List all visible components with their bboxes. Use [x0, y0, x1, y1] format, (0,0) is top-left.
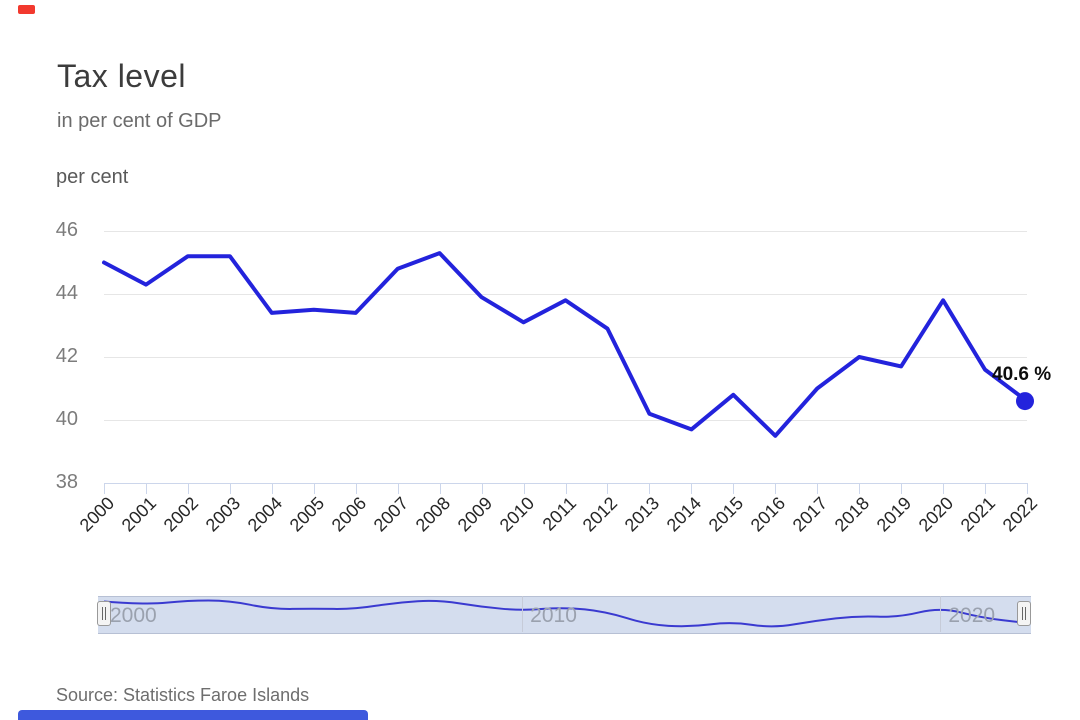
chart-subtitle: in per cent of GDP — [57, 110, 222, 132]
y-tick-label: 38 — [55, 471, 78, 493]
y-tick-label: 44 — [55, 282, 78, 304]
y-tick-label: 46 — [55, 219, 78, 241]
x-tick — [187, 483, 189, 494]
x-tick — [229, 483, 231, 494]
x-tick — [817, 483, 819, 494]
y-tick-label: 40 — [55, 408, 78, 430]
x-tick — [901, 483, 903, 494]
x-tick — [271, 483, 273, 494]
y-axis-title: per cent — [56, 166, 129, 188]
y-gridline — [104, 420, 1027, 421]
x-tick — [1027, 483, 1028, 494]
x-tick — [565, 483, 567, 494]
x-tick — [859, 483, 861, 494]
navigator-axis-label: 2020 — [948, 604, 996, 627]
x-tick — [943, 483, 945, 494]
x-tick — [481, 483, 483, 494]
y-gridline — [104, 231, 1027, 232]
x-tick — [523, 483, 525, 494]
last-point-label: 40.6 % — [992, 364, 1052, 385]
bottom-blue-bar — [18, 710, 368, 720]
series-line — [102, 251, 1029, 438]
last-point-marker[interactable] — [1016, 392, 1034, 411]
chart-title: Tax level — [57, 58, 186, 94]
navigator-gridline — [522, 596, 524, 632]
navigator-gridline — [940, 596, 942, 632]
navigator-axis-label: 2000 — [110, 604, 157, 627]
x-tick — [145, 483, 147, 494]
x-tick — [649, 483, 651, 494]
x-tick — [355, 483, 357, 494]
x-tick — [985, 483, 987, 494]
navigator-axis-label: 2010 — [530, 604, 577, 627]
navigator-right-handle[interactable] — [1017, 601, 1031, 626]
x-tick — [397, 483, 399, 494]
x-tick — [691, 483, 693, 494]
y-gridline — [104, 357, 1027, 358]
y-tick-label: 42 — [55, 345, 78, 367]
navigator-left-handle[interactable] — [97, 601, 111, 626]
x-tick — [313, 483, 315, 494]
top-left-red-mark — [18, 5, 35, 14]
x-tick — [104, 483, 105, 494]
x-tick — [607, 483, 609, 494]
x-tick — [775, 483, 777, 494]
x-tick — [439, 483, 441, 494]
x-tick — [733, 483, 735, 494]
y-gridline — [104, 294, 1027, 295]
source-note: Source: Statistics Faroe Islands — [56, 685, 310, 705]
